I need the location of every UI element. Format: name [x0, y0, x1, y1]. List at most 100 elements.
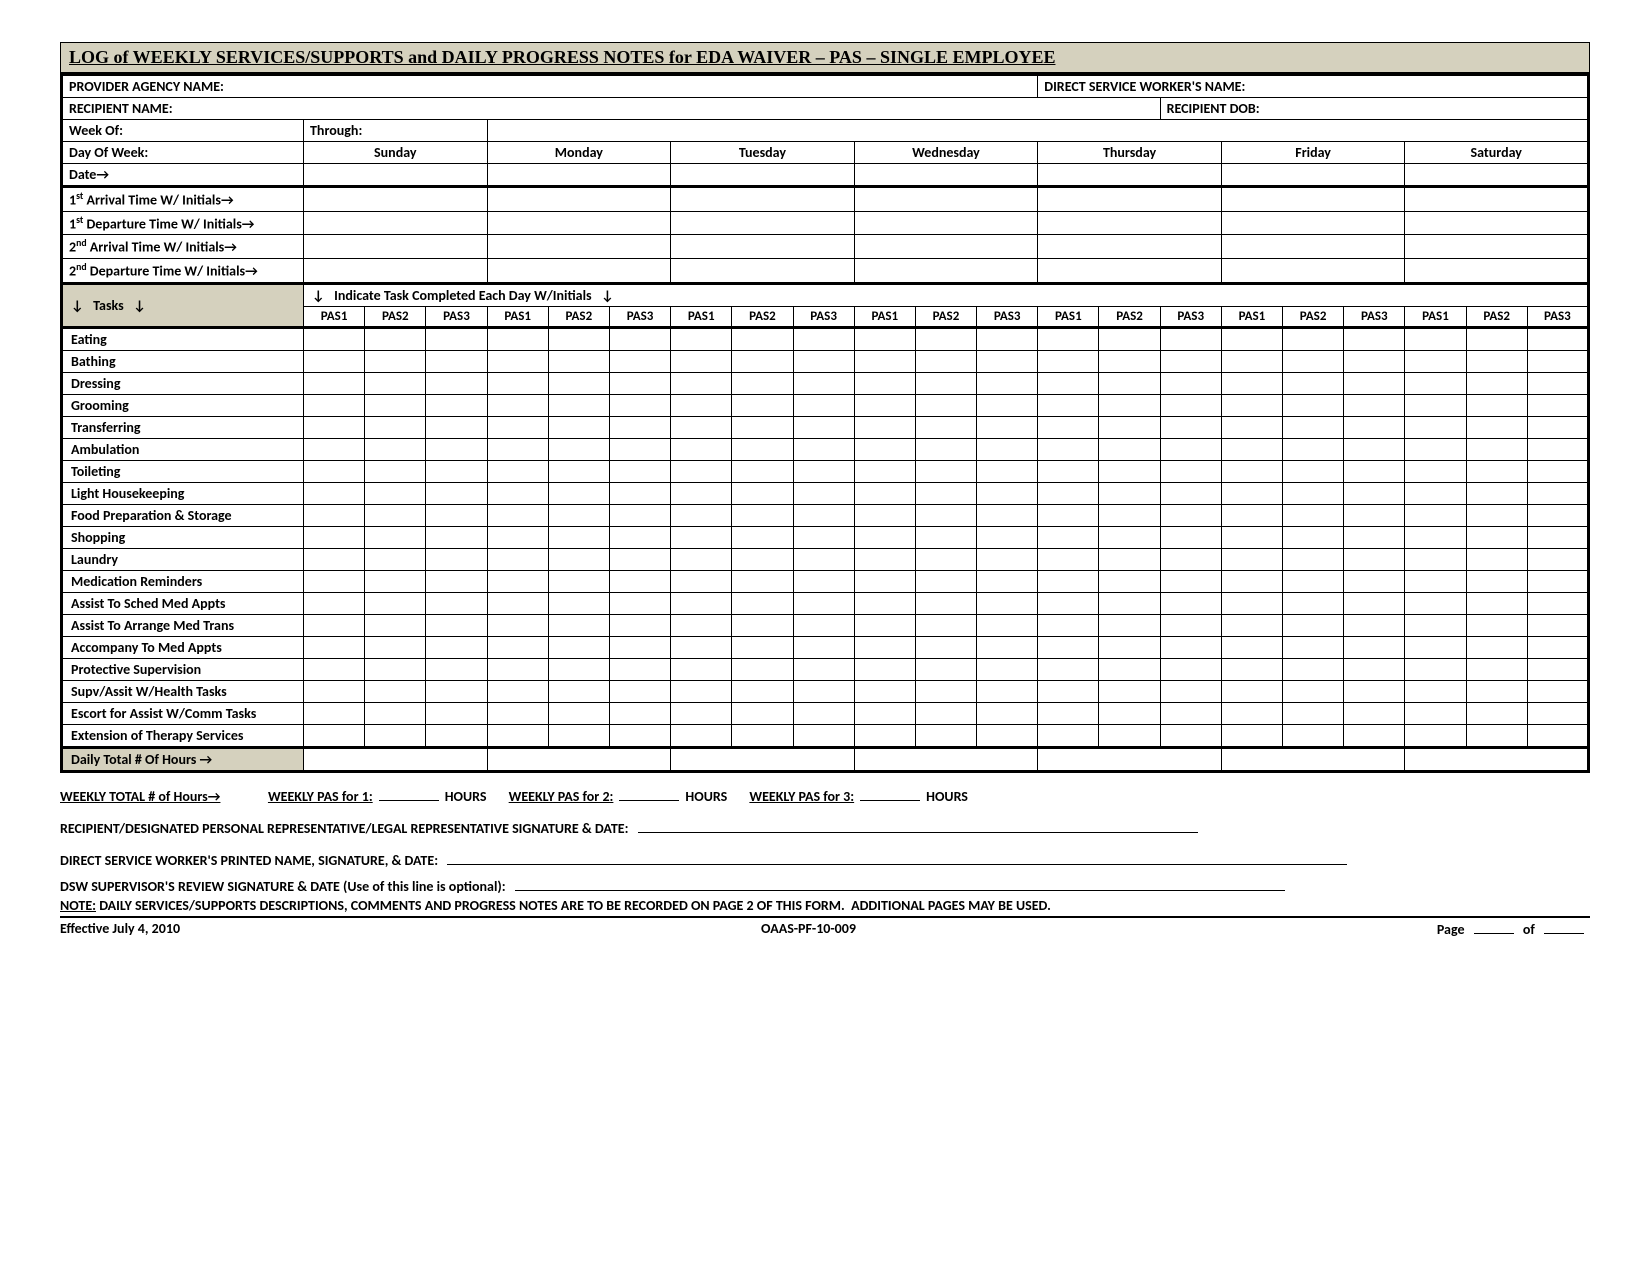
task-cell[interactable] [304, 350, 365, 372]
supervisor-sig-field[interactable] [515, 877, 1285, 891]
task-cell[interactable] [1527, 416, 1588, 438]
task-cell[interactable] [365, 327, 426, 350]
time-cell[interactable] [1221, 187, 1405, 212]
task-cell[interactable] [977, 482, 1038, 504]
task-cell[interactable] [732, 438, 793, 460]
task-cell[interactable] [365, 526, 426, 548]
task-cell[interactable] [1527, 504, 1588, 526]
task-cell[interactable] [977, 570, 1038, 592]
time-cell[interactable] [854, 187, 1038, 212]
task-cell[interactable] [1405, 548, 1466, 570]
task-cell[interactable] [915, 394, 976, 416]
task-cell[interactable] [548, 548, 609, 570]
task-cell[interactable] [1283, 350, 1344, 372]
task-cell[interactable] [426, 327, 487, 350]
task-cell[interactable] [1283, 438, 1344, 460]
task-cell[interactable] [304, 592, 365, 614]
task-cell[interactable] [1099, 658, 1160, 680]
task-cell[interactable] [854, 372, 915, 394]
task-cell[interactable] [1160, 592, 1221, 614]
task-cell[interactable] [487, 658, 548, 680]
task-cell[interactable] [1038, 658, 1099, 680]
task-cell[interactable] [1283, 482, 1344, 504]
task-cell[interactable] [1466, 504, 1527, 526]
task-cell[interactable] [609, 394, 670, 416]
task-cell[interactable] [1527, 724, 1588, 747]
task-cell[interactable] [365, 680, 426, 702]
task-cell[interactable] [1160, 416, 1221, 438]
task-cell[interactable] [426, 658, 487, 680]
task-cell[interactable] [1221, 482, 1282, 504]
task-cell[interactable] [1466, 394, 1527, 416]
task-cell[interactable] [1221, 702, 1282, 724]
task-cell[interactable] [1344, 680, 1405, 702]
task-cell[interactable] [426, 350, 487, 372]
task-cell[interactable] [1405, 482, 1466, 504]
task-cell[interactable] [1527, 614, 1588, 636]
task-cell[interactable] [1160, 350, 1221, 372]
task-cell[interactable] [671, 327, 732, 350]
task-cell[interactable] [1099, 372, 1160, 394]
task-cell[interactable] [854, 658, 915, 680]
task-cell[interactable] [1283, 724, 1344, 747]
task-cell[interactable] [793, 680, 854, 702]
task-cell[interactable] [793, 724, 854, 747]
task-cell[interactable] [977, 327, 1038, 350]
task-cell[interactable] [304, 658, 365, 680]
task-cell[interactable] [671, 460, 732, 482]
time-cell[interactable] [304, 211, 488, 235]
task-cell[interactable] [732, 680, 793, 702]
task-cell[interactable] [304, 372, 365, 394]
task-cell[interactable] [304, 702, 365, 724]
task-cell[interactable] [1405, 416, 1466, 438]
task-cell[interactable] [1221, 658, 1282, 680]
task-cell[interactable] [977, 702, 1038, 724]
task-cell[interactable] [365, 548, 426, 570]
task-cell[interactable] [1283, 416, 1344, 438]
task-cell[interactable] [1527, 372, 1588, 394]
task-cell[interactable] [1344, 658, 1405, 680]
task-cell[interactable] [1221, 350, 1282, 372]
task-cell[interactable] [1527, 702, 1588, 724]
task-cell[interactable] [1160, 570, 1221, 592]
task-cell[interactable] [977, 526, 1038, 548]
task-cell[interactable] [304, 526, 365, 548]
task-cell[interactable] [1038, 614, 1099, 636]
task-cell[interactable] [1221, 372, 1282, 394]
task-cell[interactable] [1466, 680, 1527, 702]
task-cell[interactable] [1344, 438, 1405, 460]
task-cell[interactable] [915, 350, 976, 372]
task-cell[interactable] [1099, 394, 1160, 416]
task-cell[interactable] [487, 526, 548, 548]
task-cell[interactable] [732, 702, 793, 724]
task-cell[interactable] [487, 438, 548, 460]
task-cell[interactable] [548, 416, 609, 438]
task-cell[interactable] [977, 438, 1038, 460]
task-cell[interactable] [1466, 482, 1527, 504]
task-cell[interactable] [671, 504, 732, 526]
task-cell[interactable] [487, 394, 548, 416]
task-cell[interactable] [1099, 614, 1160, 636]
task-cell[interactable] [1221, 504, 1282, 526]
task-cell[interactable] [1405, 614, 1466, 636]
task-cell[interactable] [1160, 702, 1221, 724]
task-cell[interactable] [915, 702, 976, 724]
task-cell[interactable] [426, 416, 487, 438]
task-cell[interactable] [1405, 438, 1466, 460]
task-cell[interactable] [732, 327, 793, 350]
task-cell[interactable] [854, 570, 915, 592]
task-cell[interactable] [1099, 327, 1160, 350]
task-cell[interactable] [854, 482, 915, 504]
task-cell[interactable] [426, 526, 487, 548]
task-cell[interactable] [1160, 636, 1221, 658]
task-cell[interactable] [793, 592, 854, 614]
task-cell[interactable] [426, 548, 487, 570]
task-cell[interactable] [854, 724, 915, 747]
task-cell[interactable] [1221, 614, 1282, 636]
task-cell[interactable] [1344, 592, 1405, 614]
task-cell[interactable] [1038, 327, 1099, 350]
daily-total-cell[interactable] [304, 747, 488, 771]
task-cell[interactable] [548, 592, 609, 614]
task-cell[interactable] [915, 680, 976, 702]
through-value[interactable] [487, 120, 1588, 142]
